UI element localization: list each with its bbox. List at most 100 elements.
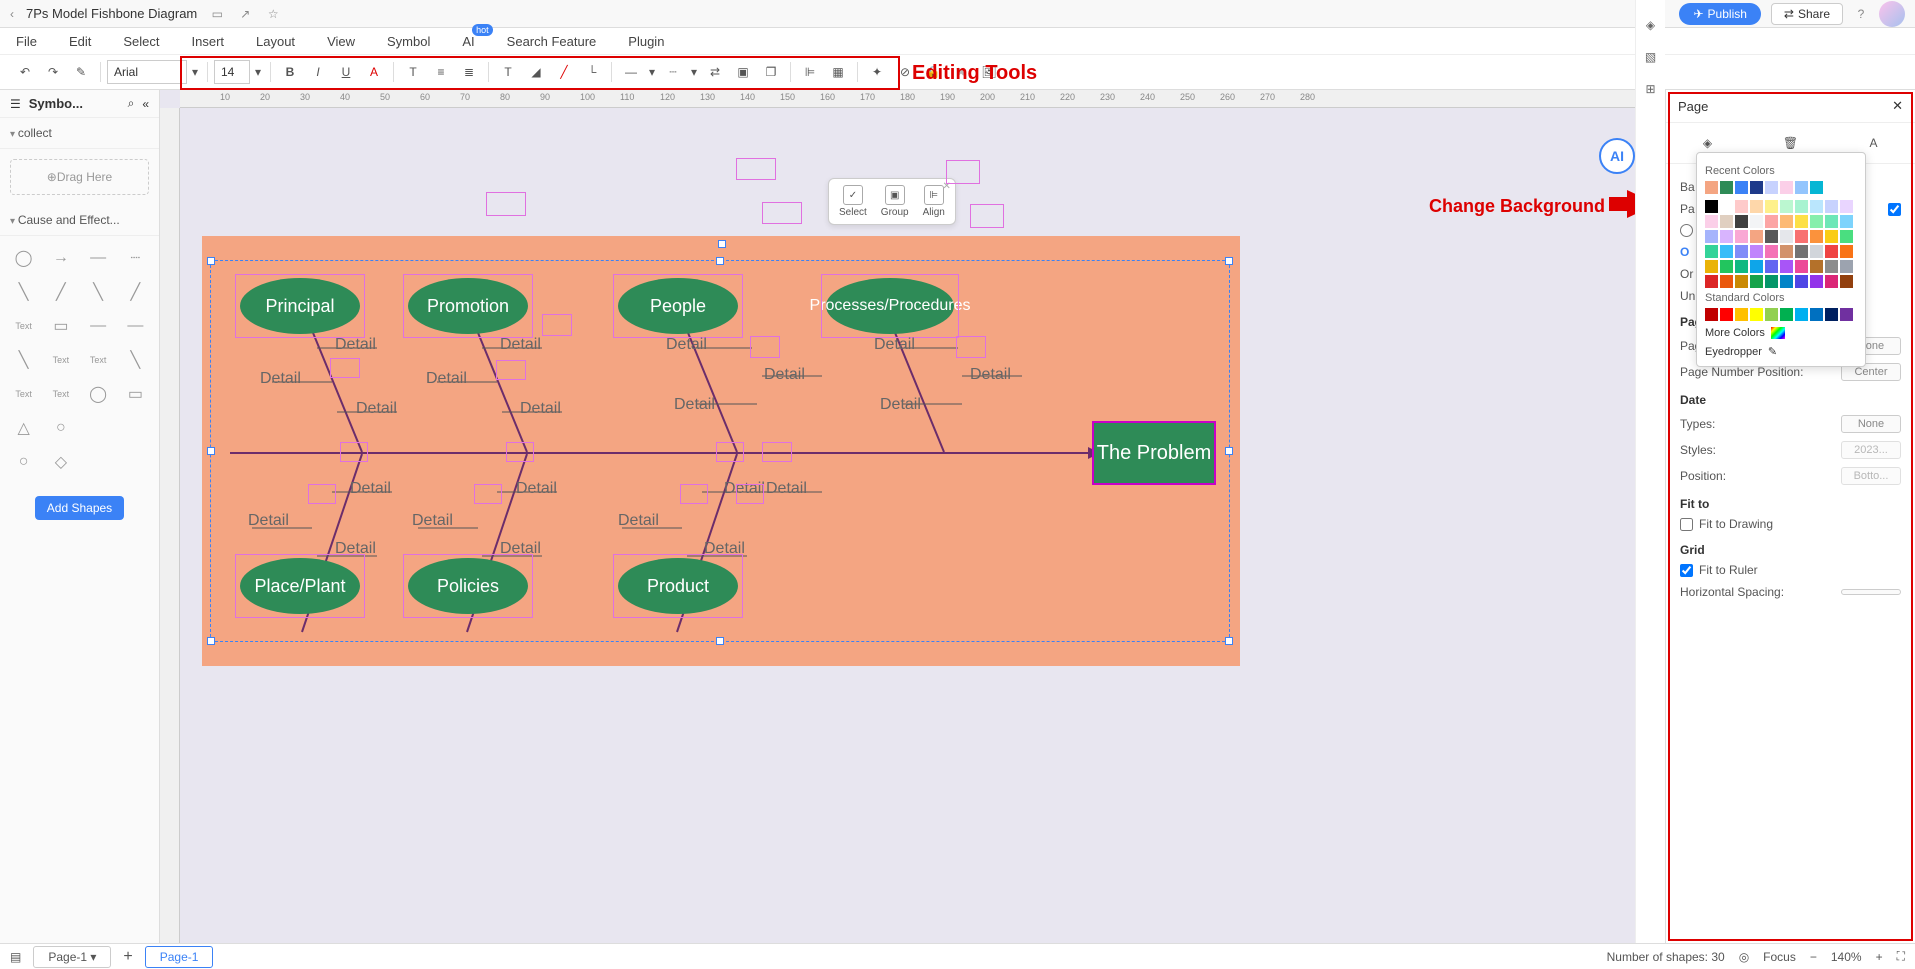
resize-handle[interactable] bbox=[207, 447, 215, 455]
more-colors-button[interactable]: More Colors bbox=[1705, 327, 1857, 339]
color-swatch[interactable] bbox=[1780, 245, 1793, 258]
shape-thumb[interactable]: — bbox=[120, 312, 151, 340]
empty-box[interactable] bbox=[716, 442, 744, 462]
color-swatch[interactable] bbox=[1795, 200, 1808, 213]
tab-delete-icon[interactable]: 🗑 bbox=[1781, 133, 1801, 153]
empty-box[interactable] bbox=[542, 314, 572, 336]
menu-edit[interactable]: Edit bbox=[69, 34, 91, 49]
font-family-select[interactable]: Arial bbox=[107, 60, 187, 84]
color-swatch[interactable] bbox=[1750, 245, 1763, 258]
menu-view[interactable]: View bbox=[327, 34, 355, 49]
redo-icon[interactable]: ↷ bbox=[40, 59, 66, 85]
zoom-out-icon[interactable]: − bbox=[1810, 950, 1817, 964]
color-swatch[interactable] bbox=[1705, 215, 1718, 228]
empty-box[interactable] bbox=[506, 442, 534, 462]
color-swatch[interactable] bbox=[1705, 181, 1718, 194]
color-swatch[interactable] bbox=[1780, 181, 1793, 194]
menu-symbol[interactable]: Symbol bbox=[387, 34, 430, 49]
color-swatch[interactable] bbox=[1825, 230, 1838, 243]
color-swatch[interactable] bbox=[1735, 181, 1748, 194]
empty-box[interactable] bbox=[946, 160, 980, 184]
section-collect[interactable]: collect bbox=[0, 118, 159, 149]
open-icon[interactable]: ↗ bbox=[237, 6, 253, 22]
hamburger-icon[interactable]: ☰ bbox=[10, 97, 21, 111]
font-dropdown-icon[interactable]: ▾ bbox=[189, 59, 201, 85]
publish-button[interactable]: ✈ Publish bbox=[1679, 3, 1760, 25]
color-swatch[interactable] bbox=[1705, 275, 1718, 288]
color-swatch[interactable] bbox=[1810, 200, 1823, 213]
add-page-icon[interactable]: + bbox=[123, 948, 132, 966]
shape-thumb[interactable]: ╲ bbox=[8, 278, 39, 306]
back-icon[interactable]: ‹ bbox=[10, 7, 14, 21]
fit-drawing-checkbox[interactable] bbox=[1680, 518, 1693, 531]
color-swatch[interactable] bbox=[1840, 200, 1853, 213]
color-swatch[interactable] bbox=[1735, 200, 1748, 213]
font-color-icon[interactable]: A bbox=[361, 59, 387, 85]
color-swatch[interactable] bbox=[1765, 215, 1778, 228]
shape-thumb[interactable]: ┈ bbox=[120, 244, 151, 272]
color-swatch[interactable] bbox=[1705, 245, 1718, 258]
color-swatch[interactable] bbox=[1765, 230, 1778, 243]
color-swatch[interactable] bbox=[1840, 308, 1853, 321]
ai-badge-icon[interactable]: AI bbox=[1599, 138, 1635, 174]
fill-icon[interactable]: ◢ bbox=[523, 59, 549, 85]
resize-handle[interactable] bbox=[716, 257, 724, 265]
color-swatch[interactable] bbox=[1840, 215, 1853, 228]
color-swatch[interactable] bbox=[1810, 181, 1823, 194]
menu-ai[interactable]: AIhot bbox=[462, 34, 474, 49]
text-tool-icon[interactable]: T bbox=[495, 59, 521, 85]
pages-icon[interactable]: ▤ bbox=[10, 950, 21, 964]
align-v-icon[interactable]: ≣ bbox=[456, 59, 482, 85]
shape-thumb[interactable] bbox=[120, 414, 151, 442]
color-swatch[interactable] bbox=[1720, 181, 1733, 194]
fill-tool-icon[interactable]: ◈ bbox=[1642, 16, 1660, 34]
shape-thumb[interactable]: ○ bbox=[8, 448, 39, 476]
color-swatch[interactable] bbox=[1720, 200, 1733, 213]
empty-box[interactable] bbox=[340, 442, 368, 462]
line-color-icon[interactable]: ╱ bbox=[551, 59, 577, 85]
resize-handle[interactable] bbox=[1225, 257, 1233, 265]
shape-thumb[interactable]: ╲ bbox=[8, 346, 39, 374]
shape-thumb[interactable]: ○ bbox=[45, 414, 76, 442]
collapse-icon[interactable]: « bbox=[142, 97, 149, 111]
color-swatch[interactable] bbox=[1825, 245, 1838, 258]
color-swatch[interactable] bbox=[1735, 260, 1748, 273]
shape-thumb[interactable]: ◇ bbox=[45, 448, 76, 476]
color-swatch[interactable] bbox=[1750, 181, 1763, 194]
color-swatch[interactable] bbox=[1720, 215, 1733, 228]
color-swatch[interactable] bbox=[1840, 230, 1853, 243]
color-swatch[interactable] bbox=[1810, 308, 1823, 321]
star-icon[interactable]: ☆ bbox=[265, 6, 281, 22]
shape-thumb[interactable]: ◯ bbox=[83, 380, 114, 408]
color-swatch[interactable] bbox=[1705, 230, 1718, 243]
canvas[interactable]: 1020304050607080901001101201301401501601… bbox=[160, 90, 1665, 943]
dash-icon[interactable]: ┈ bbox=[660, 59, 686, 85]
color-swatch[interactable] bbox=[1780, 200, 1793, 213]
color-swatch[interactable] bbox=[1840, 245, 1853, 258]
distribute-icon[interactable]: ▦ bbox=[825, 59, 851, 85]
shape-thumb[interactable]: ╱ bbox=[45, 278, 76, 306]
shape-thumb[interactable]: Text bbox=[45, 380, 76, 408]
styles-select[interactable]: 2023... bbox=[1841, 441, 1901, 459]
color-swatch[interactable] bbox=[1795, 215, 1808, 228]
mini-select[interactable]: ✓Select bbox=[839, 185, 867, 218]
color-swatch[interactable] bbox=[1765, 308, 1778, 321]
color-swatch[interactable] bbox=[1825, 200, 1838, 213]
shape-thumb[interactable]: ▭ bbox=[120, 380, 151, 408]
resize-handle[interactable] bbox=[1225, 637, 1233, 645]
color-swatch[interactable] bbox=[1765, 181, 1778, 194]
color-swatch[interactable] bbox=[1825, 275, 1838, 288]
focus-label[interactable]: Focus bbox=[1763, 950, 1796, 964]
empty-box[interactable] bbox=[970, 204, 1004, 228]
color-swatch[interactable] bbox=[1780, 230, 1793, 243]
resize-handle[interactable] bbox=[716, 637, 724, 645]
connector-icon[interactable]: └ bbox=[579, 59, 605, 85]
target-icon[interactable]: ◎ bbox=[1739, 950, 1749, 964]
empty-box[interactable] bbox=[956, 336, 986, 358]
color-swatch[interactable] bbox=[1825, 215, 1838, 228]
color-swatch[interactable] bbox=[1750, 200, 1763, 213]
empty-box[interactable] bbox=[750, 336, 780, 358]
resize-handle[interactable] bbox=[207, 257, 215, 265]
page-tab-active[interactable]: Page-1 bbox=[145, 946, 214, 968]
fullscreen-icon[interactable]: ⛶ bbox=[1897, 949, 1905, 964]
